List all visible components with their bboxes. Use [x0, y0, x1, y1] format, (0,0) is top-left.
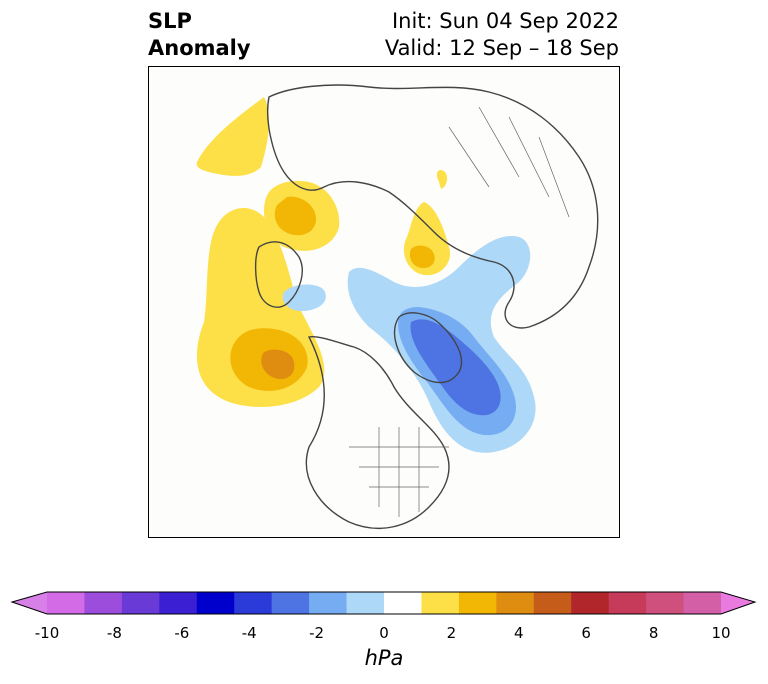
colorbar-tick-label: -2	[309, 624, 325, 642]
map-canvas	[196, 84, 599, 529]
colorbar-box	[533, 592, 572, 614]
colorbar-box	[458, 592, 497, 614]
colorbar-tick-label: -6	[174, 624, 190, 642]
colorbar-box	[309, 592, 348, 614]
eurasia-coast	[267, 84, 599, 329]
map-title-variable: SLP Anomaly	[148, 8, 251, 62]
title-line-anomaly: Anomaly	[148, 36, 251, 60]
alaska-coast	[254, 241, 303, 308]
colorbar-tick-label: -10	[34, 624, 60, 642]
colorbar-box	[84, 592, 123, 614]
colorbar	[10, 591, 757, 615]
country-borders	[349, 106, 570, 517]
colorbar-box	[346, 592, 385, 614]
colorbar-tick-label: 10	[711, 624, 731, 642]
positive-anomaly-eastern-siberia	[196, 97, 270, 176]
init-date-label: Init: Sun 04 Sep 2022	[391, 9, 619, 33]
colorbar-box	[646, 592, 685, 614]
colorbar-outline	[10, 591, 757, 615]
colorbar-extend-min	[12, 592, 47, 614]
colorbar-box	[121, 592, 160, 614]
colorbar-tick-label: 4	[514, 624, 524, 642]
colorbar-box	[608, 592, 647, 614]
colorbar-box	[571, 592, 610, 614]
north-america-coast	[305, 335, 450, 529]
valid-range-label: Valid: 12 Sep – 18 Sep	[384, 36, 619, 60]
greenland-coast	[393, 312, 463, 384]
colorbar-box	[496, 592, 535, 614]
positive-anomaly-north-pacific	[196, 207, 325, 407]
colorbar-box	[683, 592, 722, 614]
colorbar-unit-label: hPa	[364, 646, 404, 670]
colorbar-tick-label: -4	[241, 624, 257, 642]
positive-anomaly-bering-sea	[264, 180, 340, 251]
coastlines	[254, 84, 599, 529]
colorbar-tick-label: 0	[379, 624, 389, 642]
colorbar-box	[159, 592, 198, 614]
colorbar-tick-label: -8	[106, 624, 122, 642]
colorbar-extend-max	[721, 592, 755, 614]
colorbar-box	[384, 592, 422, 614]
map-title-dates: Init: Sun 04 Sep 2022 Valid: 12 Sep – 18…	[385, 8, 619, 62]
colorbar-tick-label: 8	[648, 624, 659, 642]
colorbar-box	[196, 592, 235, 614]
colorbar-boxes	[47, 592, 722, 614]
colorbar-box	[234, 592, 273, 614]
colorbar-box	[271, 592, 310, 614]
colorbar-box	[47, 592, 85, 614]
colorbar-box	[421, 592, 460, 614]
positive-anomaly-kara-barents	[403, 170, 451, 276]
colorbar-tick-label: 6	[581, 624, 591, 642]
negative-anomaly-arctic-atlantic	[282, 236, 536, 453]
title-line-variable: SLP	[148, 9, 192, 33]
colorbar-tick-label: 2	[446, 624, 457, 642]
anomaly-map	[148, 66, 620, 538]
